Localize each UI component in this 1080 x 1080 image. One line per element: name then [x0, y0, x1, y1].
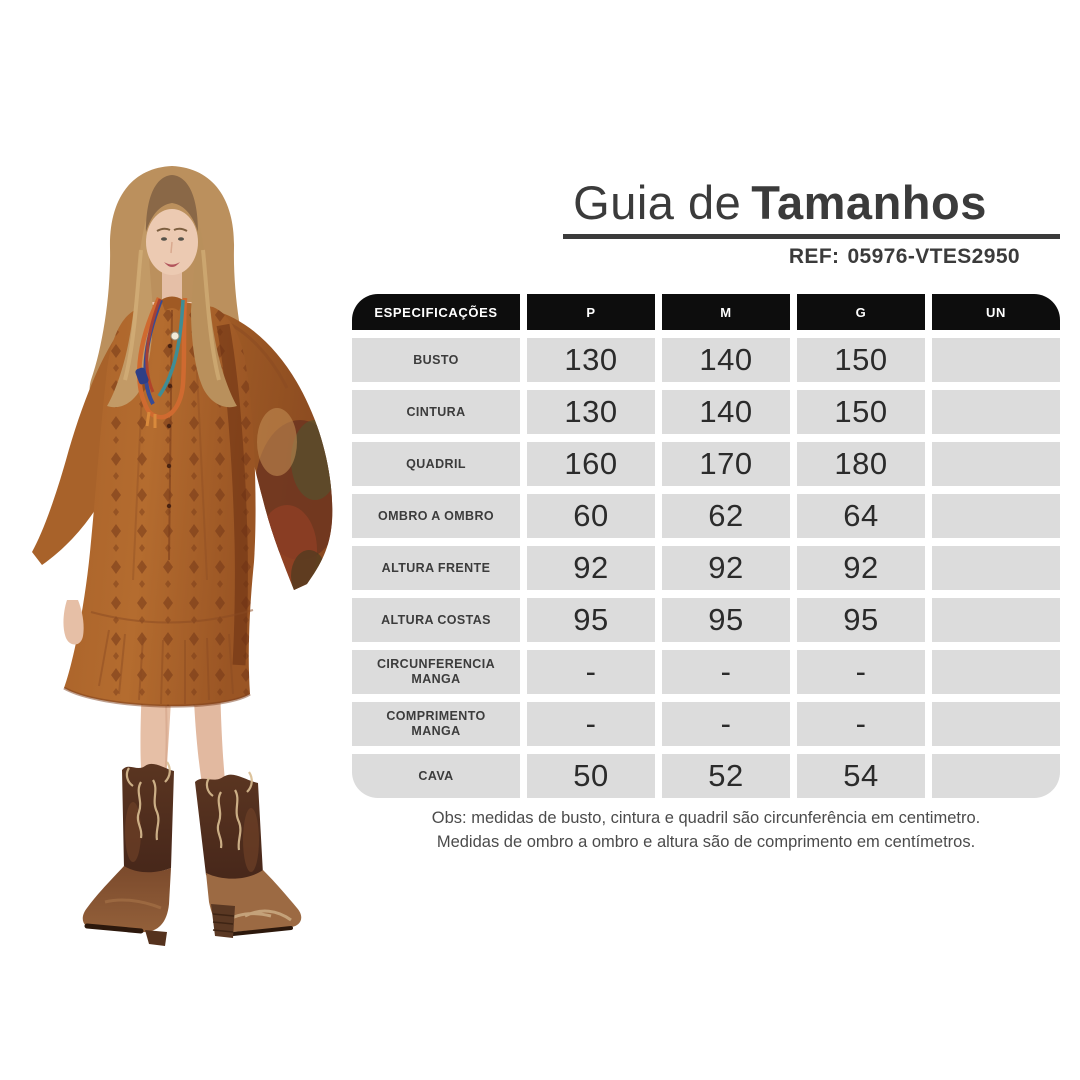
cell-busto-un [932, 338, 1060, 382]
model-face [146, 175, 198, 275]
ref-label: REF: [788, 245, 840, 268]
cell-cintura-p: 130 [527, 390, 655, 434]
row-label-busto: BUSTO [352, 338, 520, 382]
boot-embroidery-left [125, 761, 171, 841]
cell-comprimento-manga-p: - [527, 702, 655, 746]
cell-circunferencia-manga-g: - [797, 650, 925, 694]
cell-busto-g: 150 [797, 338, 925, 382]
row-label-circunferencia-manga: CIRCUNFERENCIA MANGA [352, 650, 520, 694]
cell-comprimento-manga-g: - [797, 702, 925, 746]
note-line-1: Obs: medidas de busto, cintura e quadril… [431, 809, 981, 827]
row-label-altura-frente: ALTURA FRENTE [352, 546, 520, 590]
cell-altura-frente-g: 92 [797, 546, 925, 590]
page-title: Guia de Tamanhos [500, 176, 1060, 230]
model-dress [32, 296, 333, 708]
cell-cava-p: 50 [527, 754, 655, 798]
cell-quadril-p: 160 [527, 442, 655, 486]
ref-value: 05976-VTES2950 [847, 245, 1020, 268]
row-label-cintura: CINTURA [352, 390, 520, 434]
cell-altura-costas-m: 95 [662, 598, 790, 642]
cell-altura-costas-g: 95 [797, 598, 925, 642]
cell-cintura-m: 140 [662, 390, 790, 434]
column-header-g: G [797, 294, 925, 330]
model-hand [63, 600, 84, 645]
cell-cava-un [932, 754, 1060, 798]
cell-cintura-un [932, 390, 1060, 434]
cell-quadril-m: 170 [662, 442, 790, 486]
cell-altura-frente-m: 92 [662, 546, 790, 590]
page-title-regular: Guia de [573, 176, 742, 229]
row-label-comprimento-manga: COMPRIMENTO MANGA [352, 702, 520, 746]
cell-circunferencia-manga-un [932, 650, 1060, 694]
cell-busto-p: 130 [527, 338, 655, 382]
cell-ombro-a-ombro-un [932, 494, 1060, 538]
cell-cava-g: 54 [797, 754, 925, 798]
note-line-2: Medidas de ombro a ombro e altura são de… [436, 833, 976, 851]
cell-quadril-g: 180 [797, 442, 925, 486]
column-header-un: UN [932, 294, 1060, 330]
sleeve-print-panel [255, 408, 333, 590]
model-necklace [135, 297, 188, 428]
cell-altura-costas-p: 95 [527, 598, 655, 642]
cell-ombro-a-ombro-g: 64 [797, 494, 925, 538]
column-header-p: P [527, 294, 655, 330]
row-label-altura-costas: ALTURA COSTAS [352, 598, 520, 642]
cell-comprimento-manga-un [932, 702, 1060, 746]
column-header-especificacoes: ESPECIFICAÇÕES [352, 294, 520, 330]
row-label-ombro-a-ombro: OMBRO A OMBRO [352, 494, 520, 538]
cell-busto-m: 140 [662, 338, 790, 382]
cell-altura-frente-p: 92 [527, 546, 655, 590]
cell-ombro-a-ombro-m: 62 [662, 494, 790, 538]
title-underline [563, 234, 1060, 239]
cell-comprimento-manga-m: - [662, 702, 790, 746]
row-label-cava: CAVA [352, 754, 520, 798]
cell-altura-frente-un [932, 546, 1060, 590]
cell-circunferencia-manga-m: - [662, 650, 790, 694]
cell-altura-costas-un [932, 598, 1060, 642]
cell-cava-m: 52 [662, 754, 790, 798]
cell-cintura-g: 150 [797, 390, 925, 434]
row-label-quadril: QUADRIL [352, 442, 520, 486]
model-boots [82, 761, 302, 946]
cell-quadril-un [932, 442, 1060, 486]
boot-embroidery-right [205, 771, 253, 851]
size-table: ESPECIFICAÇÕES P M G UN BUSTO 130 140 150 CINTURA… [352, 294, 1060, 798]
cell-ombro-a-ombro-p: 60 [527, 494, 655, 538]
page-title-bold: Tamanhos [751, 176, 987, 229]
model-photo [32, 166, 333, 946]
cell-circunferencia-manga-p: - [527, 650, 655, 694]
reference-line: REF: 05976-VTES2950 [560, 245, 1020, 269]
measurement-notes: Obs: medidas de busto, cintura e quadril… [352, 806, 1060, 854]
column-header-m: M [662, 294, 790, 330]
